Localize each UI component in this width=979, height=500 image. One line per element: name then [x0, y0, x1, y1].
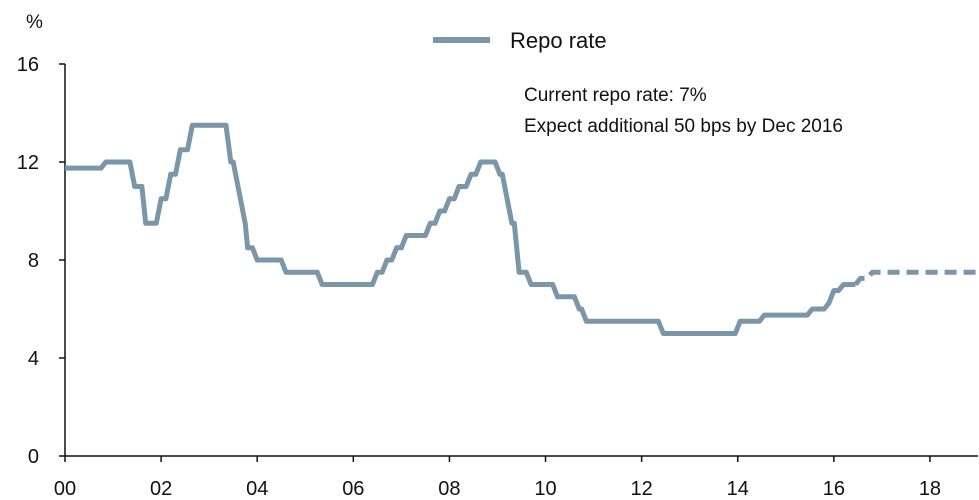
x-tick-label: 10	[534, 478, 556, 500]
x-tick-label: 16	[823, 478, 845, 500]
x-tick-label: 00	[54, 478, 76, 500]
y-tick-label: 8	[28, 250, 39, 272]
x-tick-label: 18	[919, 478, 941, 500]
legend: Repo rate	[433, 28, 607, 53]
repo-rate-line	[65, 122, 856, 336]
y-axis-unit-label: %	[26, 12, 43, 33]
legend-label-repo-rate: Repo rate	[510, 28, 607, 53]
x-tick-label: 06	[342, 478, 364, 500]
repo-rate-forecast-line	[853, 269, 978, 287]
y-tick-label: 12	[17, 152, 39, 174]
y-tick-label: 16	[17, 54, 39, 76]
y-tick-label: 4	[28, 348, 39, 370]
x-tick-label: 02	[150, 478, 172, 500]
x-tick-label: 12	[631, 478, 653, 500]
series-layer	[65, 122, 978, 336]
x-tick-label: 08	[438, 478, 460, 500]
annotation-current-rate: Current repo rate: 7%	[524, 85, 707, 106]
annotation-expectation: Expect additional 50 bps by Dec 2016	[524, 116, 843, 137]
x-tick-label: 14	[727, 478, 749, 500]
x-tick-label: 04	[246, 478, 268, 500]
y-tick-label: 0	[28, 446, 39, 468]
